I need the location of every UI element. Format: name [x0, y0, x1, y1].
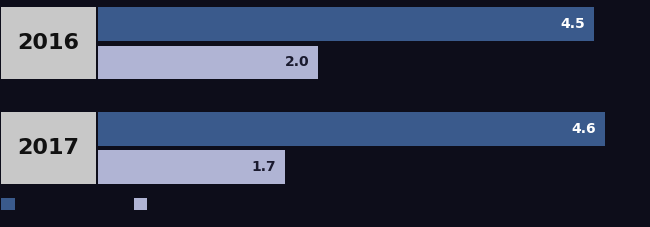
Text: 1.7: 1.7: [252, 160, 276, 174]
Text: 2016: 2016: [18, 33, 79, 53]
FancyBboxPatch shape: [1, 112, 96, 184]
Text: 4.6: 4.6: [571, 122, 596, 136]
Bar: [98, 112, 604, 146]
Text: 4.5: 4.5: [560, 17, 585, 31]
FancyBboxPatch shape: [1, 7, 96, 79]
Text: 2017: 2017: [18, 138, 79, 158]
Bar: [98, 46, 318, 79]
Text: 2.0: 2.0: [285, 55, 309, 69]
Bar: [134, 198, 147, 210]
Bar: [98, 151, 285, 184]
Bar: [1, 198, 14, 210]
Bar: [98, 7, 593, 41]
